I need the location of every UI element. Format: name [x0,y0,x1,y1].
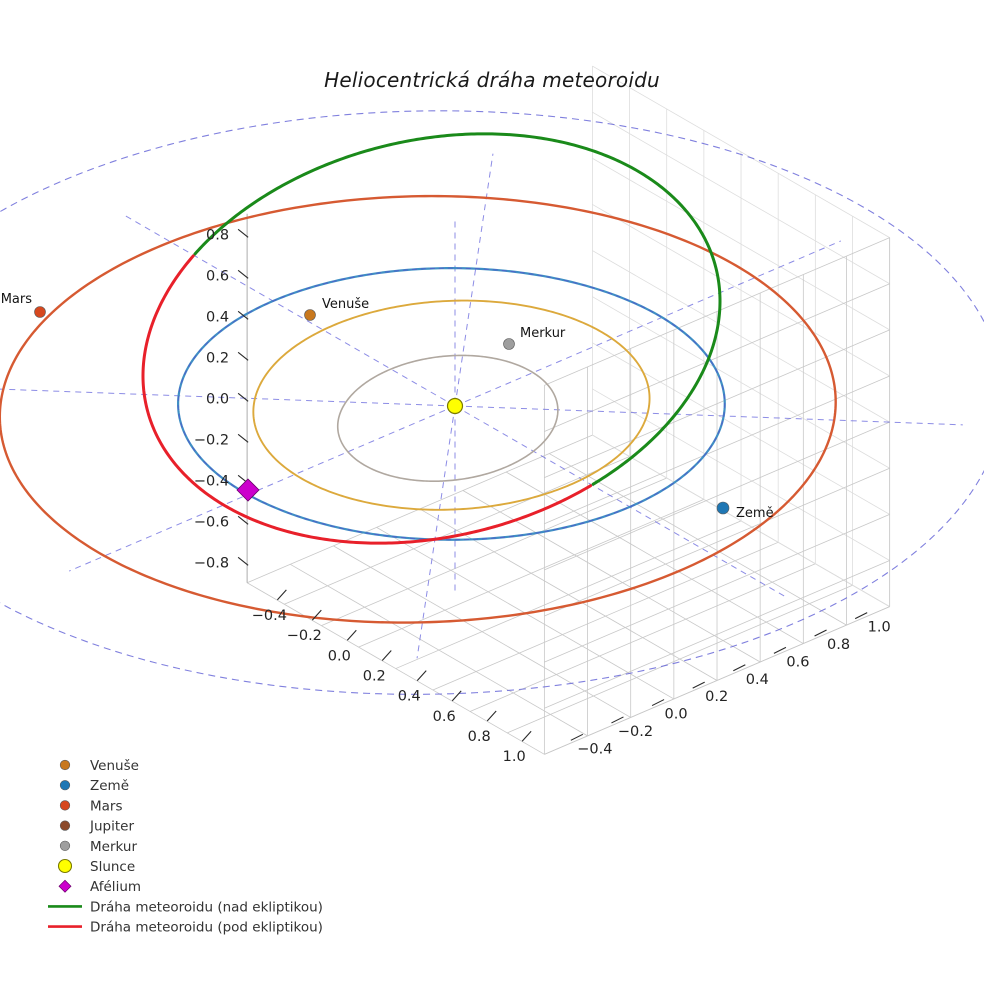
x-tick-label: −0.2 [287,628,322,644]
x-tick-label: 1.0 [503,749,526,765]
x-tick-label: 0.6 [433,709,456,725]
aphelion-marker[interactable] [236,478,260,502]
body-label-venuse: Venuše [322,297,369,312]
legend-marker-1[interactable] [59,780,71,791]
legend-label-8: Dráha meteoroidu (pod ekliptikou) [90,920,323,936]
body-marker-zeme[interactable] [716,501,730,515]
planet-orbits [0,110,984,695]
x-tick-label: 0.0 [328,648,351,664]
legend-marker-3[interactable] [59,820,71,831]
legend-label-2: Mars [90,798,123,814]
y-tick-label: 0.6 [786,654,809,670]
legend-label-5: Slunce [90,859,135,875]
x-tick-label: 0.4 [398,689,421,705]
body-marker-sun[interactable] [446,397,464,415]
body-marker-mars[interactable] [34,306,46,318]
meteoroid-track [141,132,722,545]
x-tick-label: −0.4 [252,608,287,624]
y-tick-label: −0.4 [577,741,612,757]
legend-marker-4[interactable] [59,840,71,851]
z-tick-label: 0.2 [206,350,229,366]
legend-marker-afelium[interactable] [58,879,72,893]
body-marker-merkur[interactable] [503,338,515,350]
track-below-ecliptic [141,254,499,545]
legend-marker-2[interactable] [59,800,71,811]
axis-ticks: −0.8−0.6−0.4−0.20.00.20.40.60.8−0.4−0.20… [194,227,891,765]
z-tick-label: 0.4 [206,309,229,325]
legend-label-1: Země [90,778,129,794]
legend-label-4: Merkur [90,839,137,855]
x-tick-label: 0.2 [363,668,386,684]
legend-label-0: Venuše [90,758,139,774]
z-tick-label: 0.6 [206,268,229,284]
body-label-mars: Mars [1,292,33,307]
z-tick-label: −0.4 [194,473,229,489]
y-tick-label: 0.8 [827,637,850,653]
y-tick-label: 1.0 [868,620,891,636]
z-tick-label: −0.8 [194,555,229,571]
y-tick-label: 0.2 [705,689,728,705]
orbit-venus [252,299,651,511]
legend[interactable]: Venuše Země Mars Jupiter Merkur Slunce Afélium… [48,758,323,936]
body-markers[interactable]: Mars Venuše Merkur Země [1,292,774,521]
y-tick-label: 0.4 [746,672,769,688]
page-title: Heliocentrická dráha meteoroidu [324,68,660,92]
orbit-earth-ecliptic-overlay [177,267,726,541]
z-tick-label: 0.0 [206,391,229,407]
body-label-merkur: Merkur [520,326,566,341]
body-label-zeme: Země [736,506,774,521]
legend-marker-5[interactable] [57,858,73,874]
z-tick-label: 0.8 [206,227,229,243]
z-tick-label: −0.2 [194,432,229,448]
body-marker-venuse[interactable] [304,309,316,321]
y-tick-label: −0.2 [618,724,653,740]
legend-label-3: Jupiter [89,819,134,835]
sun-radial-guides [0,153,963,659]
legend-label-6: Afélium [90,879,141,895]
legend-label-7: Dráha meteoroidu (nad ekliptikou) [90,899,323,915]
orbit-mercury [336,354,559,483]
track-above-ecliptic [193,132,722,486]
z-tick-label: −0.6 [194,514,229,530]
legend-marker-0[interactable] [59,759,71,771]
y-tick-label: 0.0 [665,707,688,723]
orbit-mars [0,194,837,624]
x-tick-label: 0.8 [468,729,491,745]
track-below-ecliptic [495,484,593,528]
